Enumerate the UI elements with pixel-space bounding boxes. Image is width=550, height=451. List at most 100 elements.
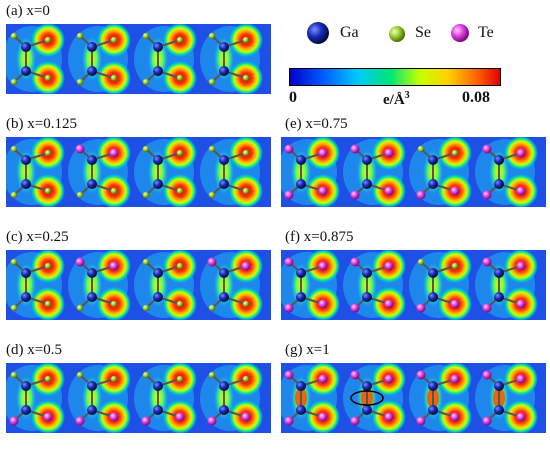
ga-atom bbox=[87, 405, 97, 415]
se-atom bbox=[10, 258, 18, 266]
unit-cell bbox=[68, 24, 131, 94]
te-atom bbox=[384, 261, 394, 271]
te-atom bbox=[450, 374, 460, 384]
se-atom bbox=[110, 36, 118, 44]
te-atom bbox=[482, 370, 492, 380]
se-atom bbox=[242, 36, 250, 44]
ga-atom bbox=[21, 405, 31, 415]
te-atom bbox=[516, 412, 526, 422]
panel-label-b: (b) x=0.125 bbox=[6, 116, 77, 132]
ga-atom bbox=[494, 405, 504, 415]
te-atom bbox=[75, 257, 85, 267]
te-atom bbox=[416, 190, 426, 200]
te-atom bbox=[241, 412, 251, 422]
se-atom bbox=[142, 258, 150, 266]
unit-cell bbox=[409, 363, 472, 433]
ga-atom bbox=[296, 405, 306, 415]
te-atom bbox=[516, 261, 526, 271]
te-atom bbox=[318, 299, 328, 309]
charge-density-map-f bbox=[281, 250, 546, 320]
te-atom bbox=[318, 261, 328, 271]
se-atom bbox=[10, 145, 18, 153]
unit-cell bbox=[281, 137, 340, 207]
ga-atom bbox=[362, 405, 372, 415]
se-atom bbox=[242, 300, 250, 308]
ga-atom bbox=[87, 179, 97, 189]
te-atom bbox=[384, 412, 394, 422]
ga-atom bbox=[296, 381, 306, 391]
charge-density-map-g bbox=[281, 363, 546, 433]
ga-atom bbox=[21, 179, 31, 189]
se-atom bbox=[44, 300, 52, 308]
ga-atom bbox=[362, 268, 372, 278]
se-atom bbox=[242, 149, 250, 157]
ga-atom bbox=[87, 268, 97, 278]
se-atom bbox=[208, 78, 216, 86]
colorbar-max-label: 0.08 bbox=[462, 89, 490, 106]
se-atom bbox=[417, 145, 425, 153]
te-atom bbox=[318, 374, 328, 384]
se-atom bbox=[110, 300, 118, 308]
se-atom bbox=[176, 375, 184, 383]
se-atom bbox=[76, 371, 84, 379]
ga-atom bbox=[153, 66, 163, 76]
ga-atom bbox=[362, 292, 372, 302]
panel-label-g: (g) x=1 bbox=[285, 342, 330, 358]
te-atom bbox=[516, 148, 526, 158]
ga-atom bbox=[362, 155, 372, 165]
se-atom bbox=[10, 78, 18, 86]
ga-atom bbox=[153, 42, 163, 52]
se-atom bbox=[176, 300, 184, 308]
te-atom bbox=[318, 148, 328, 158]
ga-atom bbox=[153, 405, 163, 415]
ga-atom bbox=[87, 155, 97, 165]
te-atom bbox=[109, 412, 119, 422]
ga-atom bbox=[494, 268, 504, 278]
ga-atom bbox=[219, 42, 229, 52]
charge-density-map-b bbox=[6, 137, 271, 207]
ga-atom bbox=[428, 155, 438, 165]
ga-atom bbox=[219, 268, 229, 278]
ga-atom bbox=[494, 179, 504, 189]
se-atom bbox=[10, 191, 18, 199]
te-atom-icon bbox=[451, 24, 469, 42]
colorbar bbox=[289, 68, 501, 86]
te-atom bbox=[450, 412, 460, 422]
te-atom bbox=[482, 303, 492, 313]
te-atom bbox=[350, 257, 360, 267]
se-atom bbox=[110, 375, 118, 383]
unit-cell bbox=[134, 363, 197, 433]
se-atom bbox=[44, 187, 52, 195]
te-atom bbox=[284, 370, 294, 380]
unit-cell bbox=[200, 363, 263, 433]
ga-atom bbox=[428, 179, 438, 189]
te-atom bbox=[384, 186, 394, 196]
se-atom bbox=[44, 74, 52, 82]
legend-label-se: Se bbox=[415, 24, 431, 41]
te-atom bbox=[284, 144, 294, 154]
ga-atom bbox=[87, 292, 97, 302]
te-atom bbox=[384, 148, 394, 158]
te-atom bbox=[109, 148, 119, 158]
unit-cell bbox=[343, 250, 406, 320]
unit-cell bbox=[343, 363, 406, 433]
ga-atom bbox=[219, 155, 229, 165]
ga-atom bbox=[153, 155, 163, 165]
ga-atom bbox=[87, 42, 97, 52]
se-atom bbox=[110, 74, 118, 82]
se-atom bbox=[242, 74, 250, 82]
ga-atom bbox=[153, 179, 163, 189]
te-atom bbox=[482, 257, 492, 267]
se-atom bbox=[142, 32, 150, 40]
se-atom bbox=[10, 32, 18, 40]
te-atom bbox=[318, 412, 328, 422]
se-atom bbox=[44, 375, 52, 383]
te-atom bbox=[482, 144, 492, 154]
se-atom bbox=[208, 191, 216, 199]
legend-label-te: Te bbox=[478, 24, 494, 41]
legend-label-ga: Ga bbox=[340, 24, 359, 41]
ga-atom bbox=[219, 292, 229, 302]
te-atom bbox=[416, 416, 426, 426]
charge-density-map-e bbox=[281, 137, 546, 207]
unit-cell bbox=[6, 24, 65, 94]
